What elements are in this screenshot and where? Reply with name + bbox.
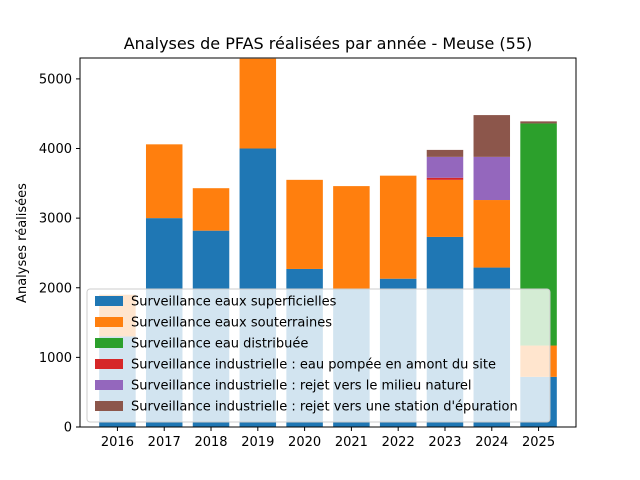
x-tick-label: 2017 (148, 435, 181, 450)
x-tick-label: 2025 (522, 435, 555, 450)
bar-2024-series-1 (473, 200, 511, 268)
y-axis-label: Analyses réalisées (15, 183, 30, 303)
legend-label: Surveillance industrielle : rejet vers u… (131, 400, 518, 415)
legend-frame (86, 288, 551, 423)
x-tick-label: 2018 (194, 435, 227, 450)
bar-2017-series-1 (145, 144, 183, 219)
y-tick-label: 5000 (39, 72, 72, 87)
legend-label: Surveillance industrielle : rejet vers l… (131, 379, 472, 394)
bar-2024-series-5 (473, 115, 511, 157)
legend-swatch (95, 317, 123, 327)
x-tick-label: 2019 (241, 435, 274, 450)
legend-swatch (95, 296, 123, 306)
legend-label: Surveillance industrielle : eau pompée e… (131, 358, 496, 373)
y-tick-label: 3000 (39, 212, 72, 227)
legend-label: Surveillance eaux souterraines (131, 316, 332, 331)
legend: Surveillance eaux superficielles Surveill… (86, 288, 551, 423)
axes-group: 2016 2017 2018 2019 2020 2021 2022 2023 2024 2025… (39, 57, 577, 450)
legend-swatch (95, 380, 123, 390)
chart-title: Analyses de PFAS réalisées par année - M… (124, 34, 533, 53)
bar-2022-series-1 (379, 175, 417, 279)
bar-2023-series-4 (426, 156, 464, 178)
y-tick-label: 0 (64, 421, 72, 436)
bar-2023-series-3 (426, 177, 464, 180)
x-tick-label: 2020 (288, 435, 321, 450)
x-tick-label: 2016 (101, 435, 134, 450)
bar-2020-series-1 (286, 179, 323, 269)
legend-swatch (95, 338, 123, 348)
bar-2023-series-1 (426, 179, 464, 237)
x-tick-label: 2024 (475, 435, 508, 450)
y-tick-label: 4000 (39, 142, 72, 157)
legend-label: Surveillance eau distribuée (131, 337, 308, 352)
bar-2019-series-1 (239, 58, 277, 149)
bar-2024-series-4 (473, 156, 511, 201)
legend-label: Surveillance eaux superficielles (131, 295, 337, 310)
legend-swatch (95, 359, 123, 369)
bar-2021-series-1 (333, 186, 370, 290)
y-tick-label: 1000 (39, 351, 72, 366)
plot-frame (79, 57, 577, 428)
bar-2018-series-1 (192, 188, 230, 231)
x-tick-label: 2022 (382, 435, 415, 450)
bar-2023-series-5 (426, 149, 464, 157)
bar-2025-series-5 (520, 121, 557, 124)
x-tick-label: 2021 (335, 435, 368, 450)
y-tick-label: 2000 (39, 281, 72, 296)
legend-swatch (95, 401, 123, 411)
x-tick-label: 2023 (428, 435, 461, 450)
